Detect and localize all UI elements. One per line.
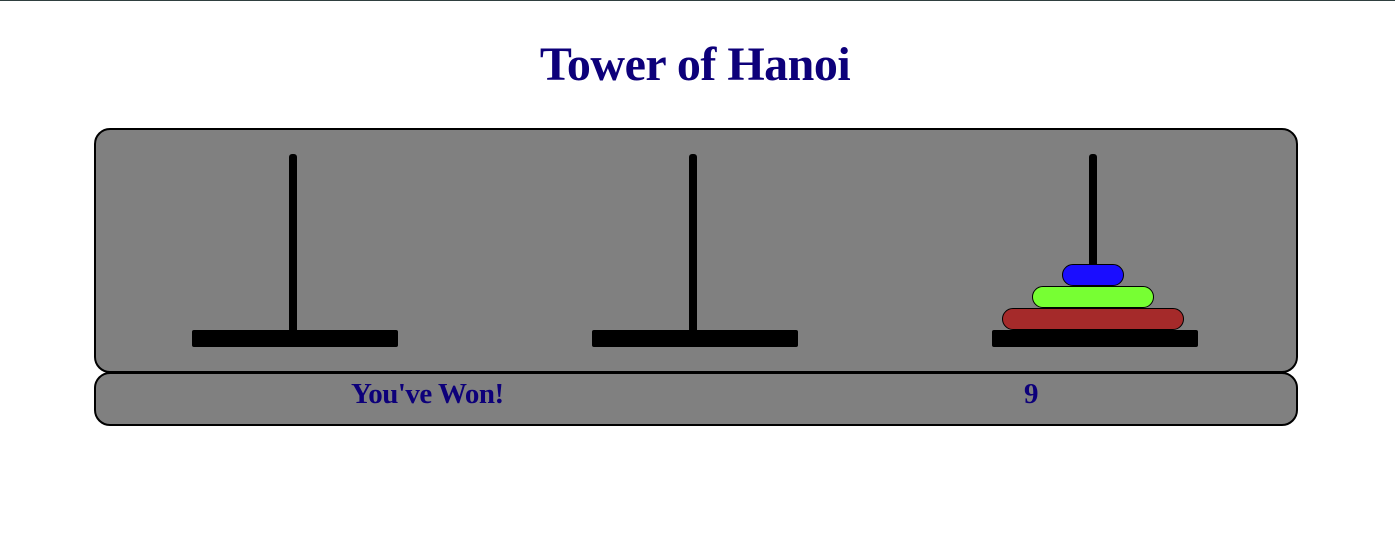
peg-right[interactable] (896, 130, 1296, 371)
peg-pole (1089, 154, 1097, 334)
peg-pole (289, 154, 297, 334)
peg-pole (689, 154, 697, 334)
peg-base (592, 330, 798, 347)
peg-left[interactable] (96, 130, 496, 371)
disk-size-3[interactable] (1002, 308, 1184, 330)
peg-base (992, 330, 1198, 347)
page-title: Tower of Hanoi (539, 38, 851, 91)
disk-size-2[interactable] (1032, 286, 1154, 308)
status-message: You've Won! (351, 378, 504, 410)
status-bar: You've Won! 9 (94, 372, 1298, 426)
disk-size-1[interactable] (1062, 264, 1124, 286)
move-counter: 9 (1024, 378, 1039, 410)
game-board (94, 128, 1298, 373)
peg-middle[interactable] (496, 130, 896, 371)
peg-base (192, 330, 398, 347)
